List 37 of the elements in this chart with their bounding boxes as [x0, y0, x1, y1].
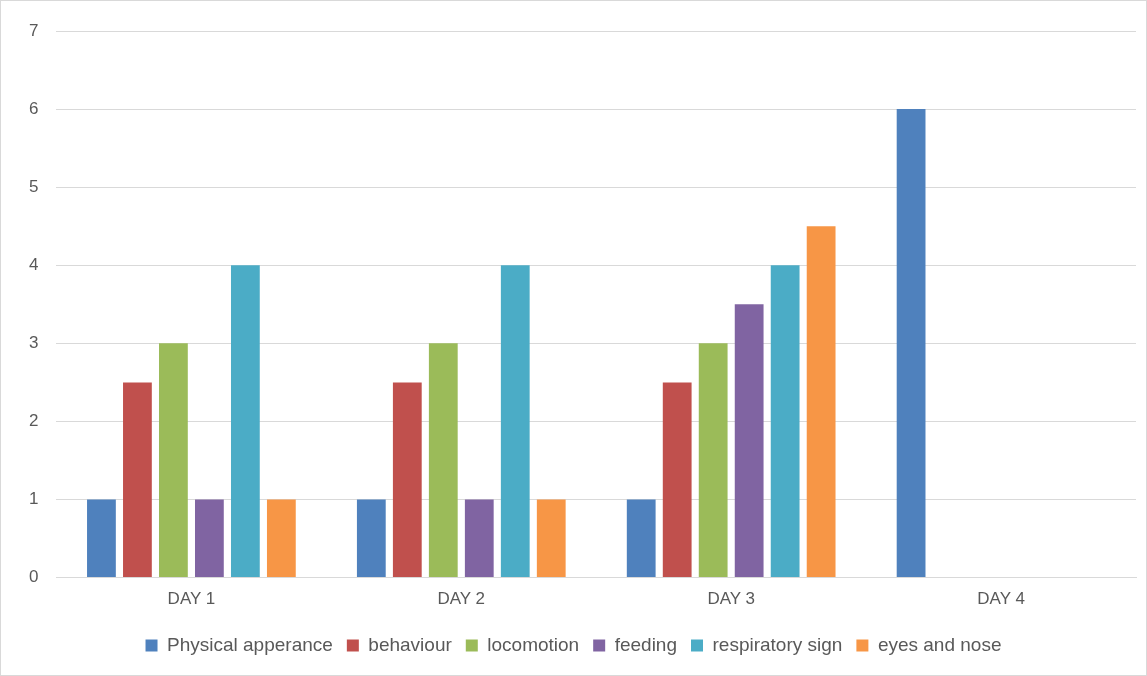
bar — [464, 499, 494, 578]
legend-label: feeding — [614, 633, 678, 655]
bar — [266, 499, 296, 578]
bar — [356, 499, 386, 578]
bar — [230, 265, 260, 578]
bar — [896, 109, 926, 578]
bar — [698, 343, 728, 578]
bar — [662, 382, 692, 578]
bar — [536, 499, 566, 578]
x-tick-label: DAY 3 — [707, 589, 755, 609]
bar — [770, 265, 800, 578]
y-tick-label: 2 — [28, 411, 39, 431]
bar — [734, 304, 764, 578]
legend-label: Physical apperance — [167, 633, 333, 655]
legend-label: respiratory sign — [712, 633, 843, 655]
bar — [195, 499, 224, 578]
legend-label: behaviour — [368, 633, 453, 655]
bar — [392, 382, 422, 578]
y-tick-label: 7 — [28, 20, 39, 40]
legend-label: locomotion — [487, 633, 580, 655]
y-tick-label: 1 — [28, 489, 39, 509]
bar — [806, 226, 836, 578]
bar — [123, 382, 152, 578]
bar — [87, 499, 116, 578]
y-tick-label: 3 — [28, 333, 39, 353]
y-tick-label: 4 — [28, 254, 39, 274]
y-tick-label: 5 — [28, 176, 39, 196]
y-tick-label: 6 — [28, 98, 39, 118]
legend-label: eyes and nose — [877, 633, 1002, 655]
bar — [626, 499, 656, 578]
bar — [159, 343, 188, 578]
bar — [500, 265, 530, 578]
x-tick-label: DAY 1 — [167, 589, 216, 609]
x-tick-label: DAY 4 — [977, 589, 1025, 609]
x-tick-label: DAY 2 — [437, 589, 486, 609]
bar — [428, 343, 458, 578]
y-tick-label: 0 — [28, 567, 39, 587]
